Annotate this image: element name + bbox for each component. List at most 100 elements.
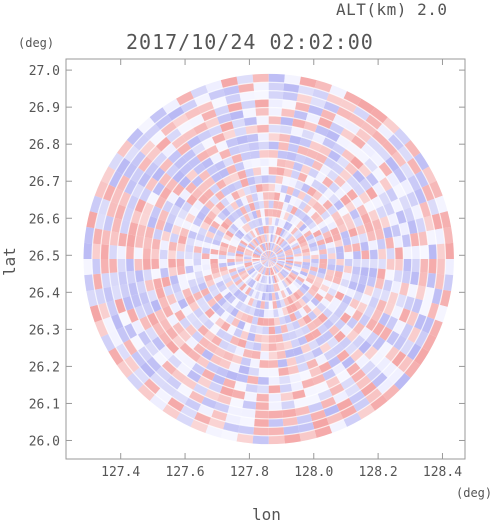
radar-bin	[293, 207, 303, 218]
radar-bin	[210, 220, 221, 230]
radar-bin	[253, 82, 269, 92]
radar-bin	[302, 314, 313, 325]
radar-bin	[273, 274, 278, 284]
radar-bin	[205, 279, 216, 288]
radar-bin	[267, 250, 269, 259]
radar-bin	[249, 279, 257, 289]
radar-bin	[363, 285, 375, 297]
radar-bin	[250, 270, 258, 279]
radar-bin	[266, 259, 269, 268]
radar-bin	[294, 231, 304, 240]
radar-bin	[344, 342, 358, 356]
radar-bin	[268, 300, 274, 310]
radar-bin	[335, 264, 345, 273]
radar-bin	[365, 186, 379, 201]
radar-bin	[245, 314, 254, 325]
radar-bin	[201, 396, 217, 410]
radar-bin	[384, 237, 395, 249]
radar-bin	[257, 291, 263, 301]
radar-bin	[97, 302, 111, 320]
radar-bin	[235, 253, 244, 257]
radar-bin	[165, 163, 180, 178]
radar-bin	[158, 172, 172, 187]
radar-bin	[163, 221, 174, 233]
radar-bin	[268, 259, 277, 262]
radar-bin	[269, 242, 272, 251]
radar-bin	[376, 378, 394, 395]
radar-bin	[277, 256, 286, 259]
radar-bin	[254, 99, 269, 109]
radar-bin	[168, 241, 178, 251]
radar-bin	[268, 216, 273, 226]
radar-bin	[84, 274, 95, 292]
radar-bin	[234, 207, 244, 218]
radar-bin	[322, 230, 332, 239]
radar-bin	[398, 282, 410, 297]
radar-bin	[268, 149, 279, 159]
radar-bin	[271, 275, 276, 284]
radar-bin	[108, 170, 123, 188]
radar-bin	[293, 397, 308, 409]
radar-bin	[262, 242, 267, 252]
radar-bin	[278, 315, 287, 326]
radar-bin	[159, 186, 173, 201]
radar-bin	[277, 281, 283, 291]
radar-bin	[434, 195, 448, 214]
radar-bin	[271, 243, 276, 252]
radar-bin	[295, 220, 305, 230]
radar-bin	[275, 263, 284, 269]
radar-bin	[184, 259, 194, 267]
radar-bin	[261, 292, 266, 301]
radar-bin	[316, 238, 326, 246]
radar-bin	[243, 295, 251, 305]
radar-bin	[91, 243, 102, 259]
radar-bin	[247, 278, 255, 287]
radar-bin	[285, 222, 293, 232]
radar-bin	[414, 170, 429, 188]
radar-bin	[323, 100, 340, 115]
radar-bin	[278, 375, 291, 385]
radar-bin	[101, 272, 112, 289]
radar-bin	[244, 264, 254, 270]
radar-bin	[228, 267, 238, 274]
radar-bin	[256, 264, 264, 272]
radar-bin	[318, 361, 332, 374]
radar-bin	[268, 259, 273, 267]
radar-bin	[177, 235, 188, 245]
radar-bin	[355, 282, 367, 294]
radar-bin	[229, 335, 240, 347]
radar-bin	[339, 98, 358, 114]
radar-bin	[230, 190, 241, 201]
radar-bin	[231, 389, 246, 400]
radar-bin	[326, 92, 344, 107]
radar-bin	[352, 321, 366, 335]
radar-bin	[359, 241, 370, 251]
radar-bin	[419, 259, 429, 273]
radar-bin	[240, 408, 256, 419]
radar-bin	[281, 242, 290, 250]
radar-bin	[213, 292, 224, 303]
radar-bin	[277, 227, 283, 237]
radar-bin	[406, 310, 420, 327]
radar-bin	[268, 141, 279, 150]
radar-bin	[226, 324, 237, 336]
radar-bin	[442, 226, 454, 244]
radar-bin	[142, 247, 152, 259]
radar-bin	[238, 82, 255, 94]
radar-bin	[273, 308, 279, 318]
radar-bin	[261, 266, 266, 275]
radar-bin	[285, 286, 293, 296]
radar-bin	[239, 293, 248, 303]
radar-bin	[237, 169, 247, 180]
radar-bin	[428, 259, 438, 274]
radar-bin	[347, 227, 359, 238]
radar-bin	[271, 266, 276, 275]
radar-bin	[268, 259, 275, 266]
radar-bin	[284, 74, 301, 85]
radar-bin	[236, 320, 246, 331]
radar-bin	[262, 275, 266, 284]
radar-bin	[378, 341, 393, 357]
radar-bin	[149, 372, 166, 388]
radar-bin	[333, 270, 344, 279]
radar-bin	[369, 151, 385, 168]
